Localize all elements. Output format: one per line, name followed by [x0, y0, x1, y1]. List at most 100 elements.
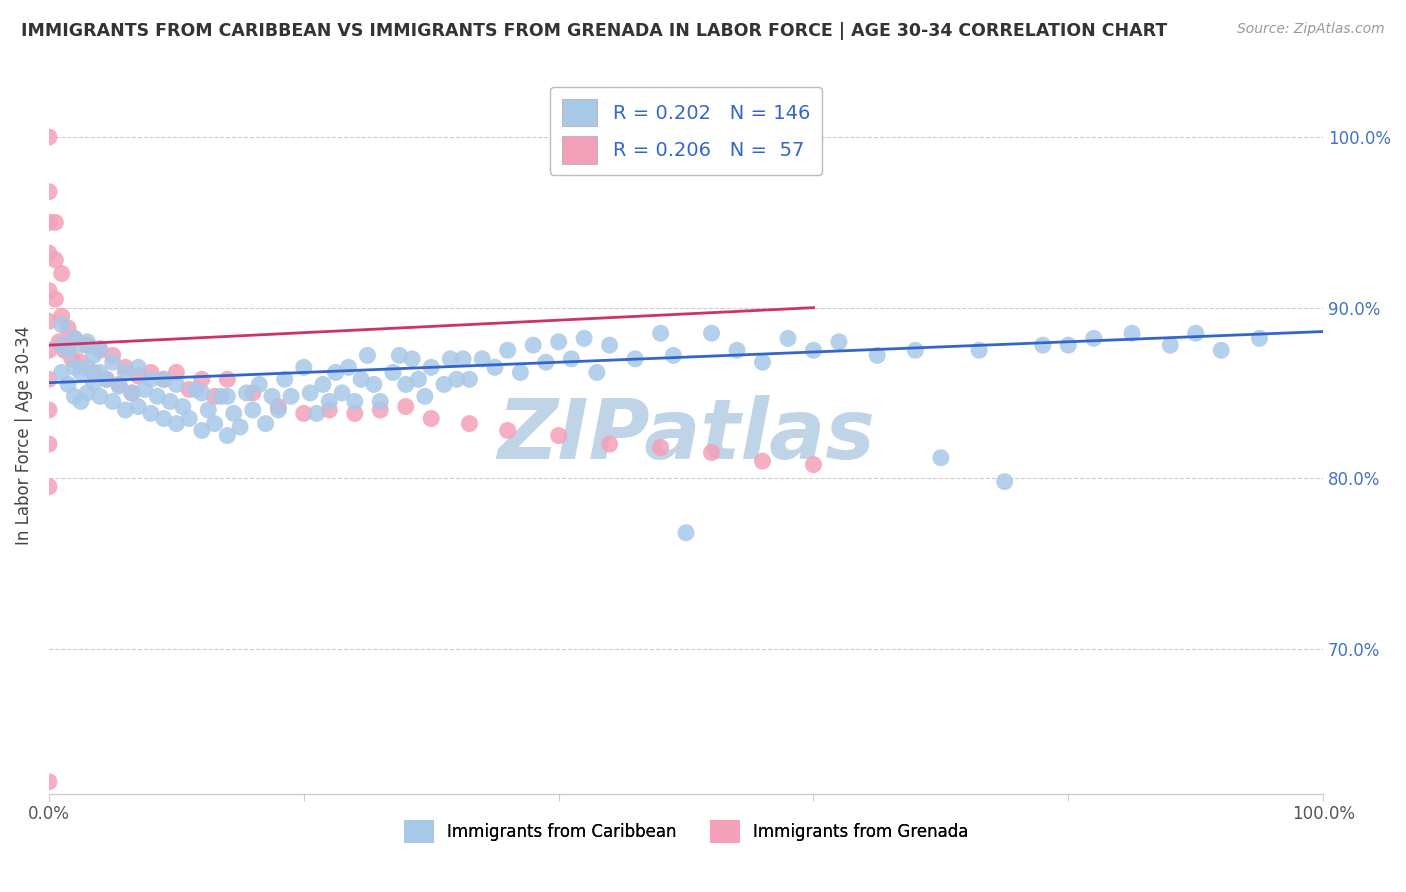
Point — [53, 343, 76, 358]
Point — [114, 366, 136, 380]
Point — [904, 343, 927, 358]
Point — [471, 351, 494, 366]
Point — [51, 338, 73, 352]
Point — [38, 372, 60, 386]
Point — [547, 334, 569, 349]
Point — [433, 377, 456, 392]
Point — [121, 385, 143, 400]
Point — [83, 348, 105, 362]
Point — [401, 351, 423, 366]
Point — [184, 383, 207, 397]
Point — [152, 372, 174, 386]
Point — [1121, 326, 1143, 341]
Point — [38, 284, 60, 298]
Point — [395, 377, 418, 392]
Point — [56, 377, 79, 392]
Point — [267, 403, 290, 417]
Point — [560, 351, 582, 366]
Point — [496, 343, 519, 358]
Point — [662, 348, 685, 362]
Point — [146, 389, 169, 403]
Point — [382, 366, 405, 380]
Point — [191, 385, 214, 400]
Point — [650, 326, 672, 341]
Point — [318, 394, 340, 409]
Point — [343, 394, 366, 409]
Point — [38, 130, 60, 145]
Text: Source: ZipAtlas.com: Source: ZipAtlas.com — [1237, 22, 1385, 37]
Point — [242, 385, 264, 400]
Text: IMMIGRANTS FROM CARIBBEAN VS IMMIGRANTS FROM GRENADA IN LABOR FORCE | AGE 30-34 : IMMIGRANTS FROM CARIBBEAN VS IMMIGRANTS … — [21, 22, 1167, 40]
Point — [63, 389, 86, 403]
Point — [624, 351, 647, 366]
Point — [76, 385, 98, 400]
Point — [368, 394, 391, 409]
Point — [929, 450, 952, 465]
Point — [152, 372, 174, 386]
Point — [356, 348, 378, 362]
Point — [325, 366, 347, 380]
Point — [751, 454, 773, 468]
Point — [96, 372, 118, 386]
Point — [229, 420, 252, 434]
Point — [343, 406, 366, 420]
Point — [152, 411, 174, 425]
Point — [44, 292, 66, 306]
Point — [368, 403, 391, 417]
Point — [254, 417, 277, 431]
Point — [127, 360, 149, 375]
Point — [305, 406, 328, 420]
Point — [330, 385, 353, 400]
Point — [38, 343, 60, 358]
Point — [828, 334, 851, 349]
Point — [217, 428, 239, 442]
Point — [134, 383, 156, 397]
Point — [395, 400, 418, 414]
Point — [56, 343, 79, 358]
Point — [63, 360, 86, 375]
Point — [1211, 343, 1233, 358]
Point — [439, 351, 461, 366]
Point — [235, 385, 257, 400]
Point — [197, 403, 219, 417]
Point — [165, 417, 187, 431]
Point — [127, 400, 149, 414]
Point — [420, 360, 443, 375]
Point — [159, 394, 181, 409]
Point — [458, 417, 481, 431]
Point — [292, 360, 315, 375]
Point — [209, 389, 232, 403]
Point — [242, 403, 264, 417]
Point — [38, 185, 60, 199]
Point — [179, 411, 201, 425]
Point — [165, 377, 187, 392]
Point — [51, 366, 73, 380]
Point — [101, 355, 124, 369]
Point — [1159, 338, 1181, 352]
Point — [446, 372, 468, 386]
Point — [56, 321, 79, 335]
Point — [675, 525, 697, 540]
Point — [725, 343, 748, 358]
Point — [89, 389, 111, 403]
Point — [994, 475, 1017, 489]
Point — [76, 334, 98, 349]
Point — [121, 385, 143, 400]
Point — [1083, 331, 1105, 345]
Point — [420, 411, 443, 425]
Point — [408, 372, 430, 386]
Point — [803, 343, 825, 358]
Point — [139, 406, 162, 420]
Point — [44, 252, 66, 267]
Point — [76, 360, 98, 375]
Point — [267, 400, 290, 414]
Point — [191, 424, 214, 438]
Point — [69, 338, 91, 352]
Point — [599, 437, 621, 451]
Point — [337, 360, 360, 375]
Point — [1057, 338, 1080, 352]
Point — [509, 366, 531, 380]
Point — [458, 372, 481, 386]
Point — [114, 360, 136, 375]
Point — [76, 338, 98, 352]
